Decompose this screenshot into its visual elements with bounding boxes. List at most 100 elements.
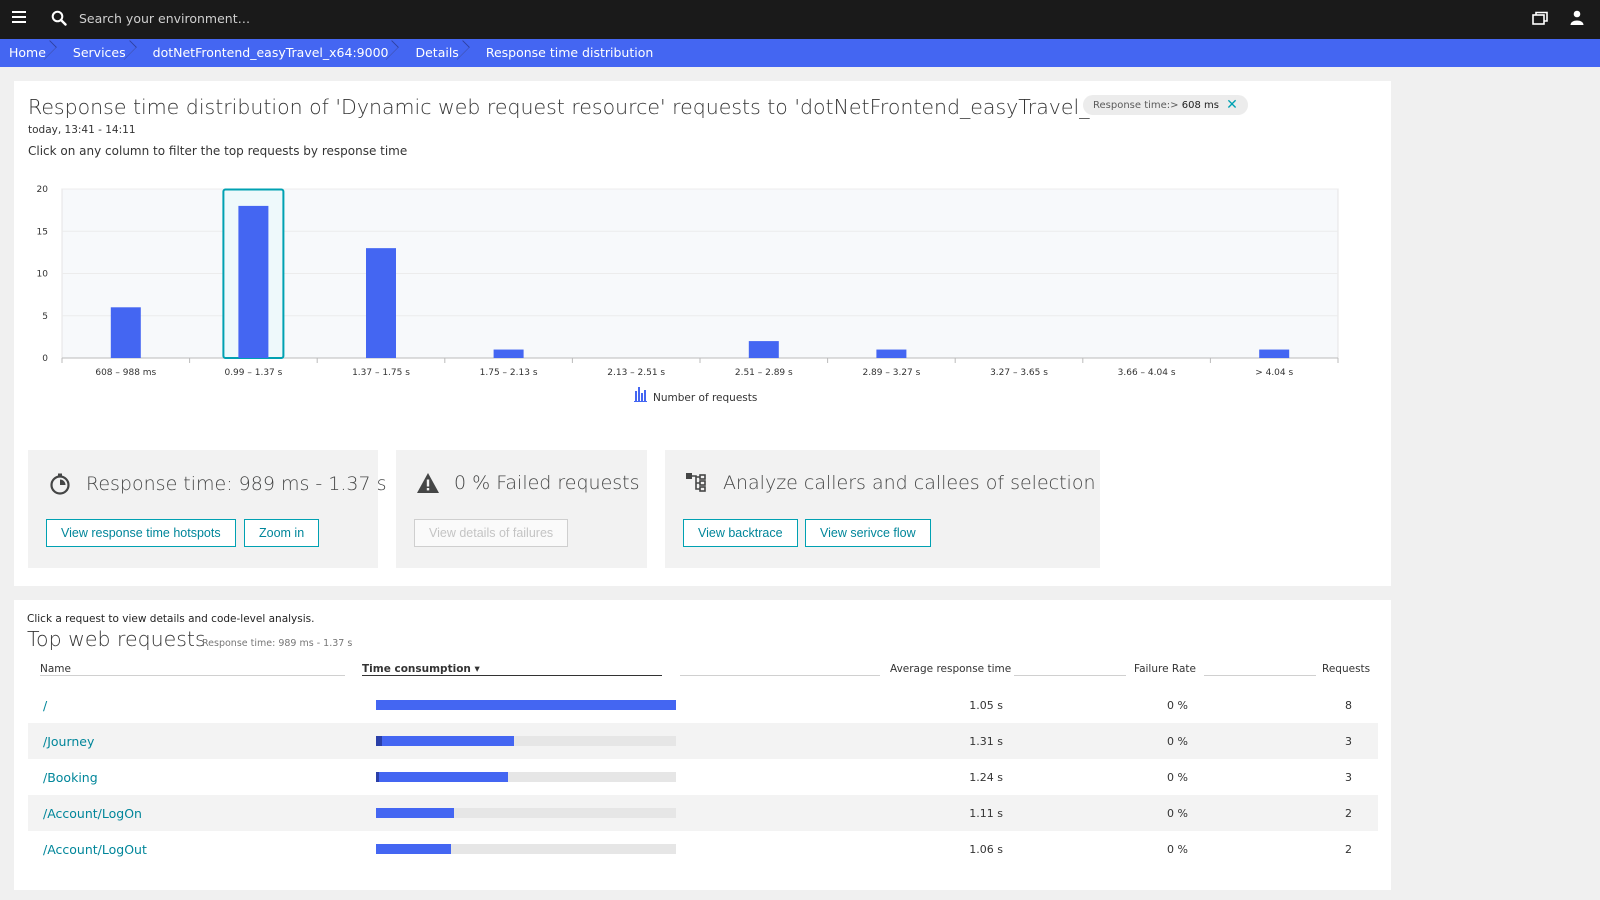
view-hotspots-button[interactable]: View response time hotspots	[46, 519, 236, 547]
request-name[interactable]: /Account/LogOn	[43, 806, 142, 821]
view-service-flow-button[interactable]: View serivce flow	[805, 519, 931, 547]
bar-2[interactable]	[366, 248, 396, 358]
timeframe: today, 13:41 - 14:11	[28, 124, 136, 136]
response-time-title: Response time: 989 ms - 1.37 s	[86, 473, 387, 495]
bar-3[interactable]	[493, 349, 524, 358]
avg-response-time: 1.06 s	[969, 843, 1003, 856]
stopwatch-icon	[50, 473, 70, 495]
time-consumption-bar	[376, 772, 676, 782]
column-requests[interactable]: Requests	[1322, 663, 1371, 675]
filter-label: Response time:>	[1093, 100, 1179, 111]
request-count: 3	[1345, 735, 1352, 748]
zoom-in-button[interactable]: Zoom in	[244, 519, 320, 547]
consumption-fill	[376, 772, 508, 782]
top-requests-title: Top web requests	[27, 627, 206, 651]
top-requests-subtitle: Response time: 989 ms - 1.37 s	[202, 638, 353, 649]
close-icon[interactable]: ✕	[1226, 97, 1238, 113]
y-tick-label: 15	[37, 227, 48, 237]
request-name[interactable]: /Journey	[43, 734, 95, 749]
avg-response-time: 1.05 s	[969, 699, 1003, 712]
failure-rate: 0 %	[1167, 735, 1188, 748]
consumption-fill	[376, 844, 451, 854]
header-divider	[362, 675, 662, 676]
breadcrumb-home[interactable]: Home	[0, 39, 64, 67]
search-input[interactable]: Search your environment…	[79, 11, 251, 26]
y-tick-label: 20	[37, 185, 49, 195]
column-failure-rate[interactable]: Failure Rate	[1134, 663, 1196, 675]
avg-response-time: 1.11 s	[969, 807, 1003, 820]
consumption-marker	[376, 772, 379, 782]
view-failures-button[interactable]: View details of failures	[414, 519, 569, 547]
analyze-panel: Analyze callers and callees of selection…	[665, 450, 1100, 568]
request-count: 2	[1345, 843, 1352, 856]
table-row[interactable]: /Account/LogOut 1.06 s 0 % 2	[28, 831, 1378, 867]
breadcrumb: Home Services dotNetFrontend_easyTravel_…	[0, 39, 1600, 67]
time-consumption-bar	[376, 736, 676, 746]
analyze-title: Analyze callers and callees of selection	[723, 472, 1096, 494]
legend-icon	[638, 387, 640, 401]
breadcrumb-services[interactable]: Services	[64, 39, 144, 67]
consumption-fill	[376, 808, 454, 818]
column-time-consumption[interactable]: Time consumption ▾	[362, 663, 480, 675]
column-name[interactable]: Name	[40, 663, 71, 675]
column-avg-response[interactable]: Average response time	[890, 663, 1012, 675]
y-tick-label: 0	[42, 354, 48, 364]
failure-rate: 0 %	[1167, 843, 1188, 856]
menu-icon[interactable]	[12, 11, 26, 25]
table-row[interactable]: /Booking 1.24 s 0 % 3	[28, 759, 1378, 795]
breadcrumb-service[interactable]: dotNetFrontend_easyTravel_x64:9000	[144, 39, 407, 67]
x-tick-label: 608 – 988 ms	[95, 368, 156, 378]
window-icon[interactable]	[1532, 11, 1548, 26]
response-time-chart: 0 5 10 15 20 608 – 988 ms 0.99 – 1.37 s 1.37 – …	[37, 185, 1339, 404]
bar-0[interactable]	[110, 307, 141, 358]
time-consumption-bar	[376, 808, 676, 818]
x-tick-label: 3.27 – 3.65 s	[990, 368, 1048, 378]
chart-hint: Click on any column to filter the top re…	[28, 144, 408, 158]
bar-6[interactable]	[876, 349, 907, 358]
response-time-panel: Response time: 989 ms - 1.37 s View resp…	[28, 450, 387, 568]
request-count: 3	[1345, 771, 1352, 784]
consumption-fill	[376, 736, 514, 746]
requests-hint: Click a request to view details and code…	[27, 613, 315, 625]
x-tick-label: > 4.04 s	[1255, 368, 1293, 378]
y-tick-label: 10	[37, 270, 49, 280]
filter-value: 608 ms	[1181, 100, 1219, 111]
bar-5[interactable]	[748, 341, 779, 358]
request-name[interactable]: /Booking	[43, 770, 98, 785]
bar-1[interactable]	[238, 205, 269, 358]
header-divider	[680, 675, 880, 676]
top-bar: Search your environment…	[0, 0, 1600, 39]
x-tick-label: 2.89 – 3.27 s	[862, 368, 920, 378]
table-row[interactable]: /Account/LogOn 1.11 s 0 % 2	[28, 795, 1378, 831]
request-name[interactable]: /Account/LogOut	[43, 842, 147, 857]
legend-icon	[641, 393, 643, 401]
failed-requests-title: 0 % Failed requests	[454, 472, 640, 494]
legend-icon	[644, 390, 646, 401]
table-row[interactable]: /Journey 1.31 s 0 % 3	[28, 723, 1378, 759]
y-tick-label: 5	[42, 312, 48, 322]
search-icon[interactable]	[51, 10, 67, 26]
service-flow-icon	[686, 473, 706, 492]
x-tick-label: 2.13 – 2.51 s	[607, 368, 665, 378]
view-backtrace-button[interactable]: View backtrace	[683, 519, 798, 547]
request-name[interactable]: /	[43, 698, 48, 713]
x-tick-label: 1.37 – 1.75 s	[352, 368, 410, 378]
breadcrumb-details[interactable]: Details	[406, 39, 476, 67]
avg-response-time: 1.31 s	[969, 735, 1003, 748]
failed-requests-panel: 0 % Failed requests View details of fail…	[396, 450, 647, 568]
page-title: Response time distribution of 'Dynamic w…	[28, 95, 1193, 119]
distribution-card: Response time distribution of 'Dynamic w…	[14, 81, 1391, 586]
user-icon[interactable]	[1570, 10, 1584, 25]
x-tick-label: 2.51 – 2.89 s	[735, 368, 793, 378]
filter-chip: Response time:> 608 ms ✕	[1083, 95, 1248, 115]
x-tick-label: 1.75 – 2.13 s	[480, 368, 538, 378]
failure-rate: 0 %	[1167, 699, 1188, 712]
warning-icon	[417, 473, 439, 493]
time-consumption-bar	[376, 700, 676, 710]
table-row[interactable]: / 1.05 s 0 % 8	[28, 687, 1378, 723]
header-divider	[1014, 675, 1126, 676]
failure-rate: 0 %	[1167, 807, 1188, 820]
time-consumption-bar	[376, 844, 676, 854]
bar-9[interactable]	[1259, 349, 1290, 358]
legend-label: Number of requests	[653, 392, 757, 404]
